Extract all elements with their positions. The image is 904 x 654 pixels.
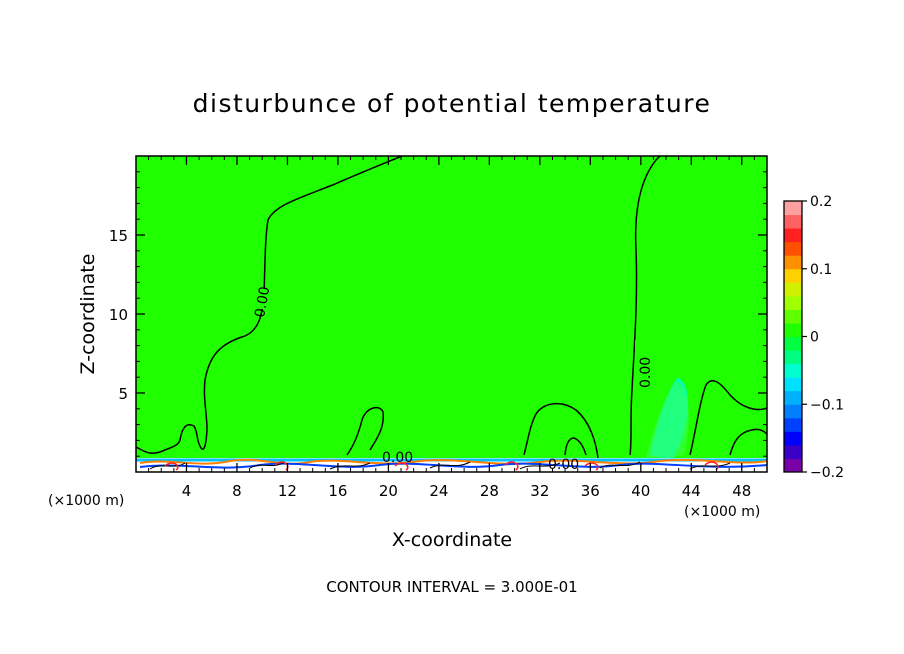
colorbar-swatch: [784, 255, 802, 270]
colorbar-swatch: [784, 322, 802, 337]
x-unit-right: (×1000 m): [684, 504, 760, 520]
colorbar: 0.2 0.1 0 −0.1 −0.2: [783, 194, 844, 481]
colorbar-swatch: [784, 295, 802, 310]
x-tick-label: 16: [328, 482, 347, 500]
chart-title: disturbunce of potential temperature: [193, 89, 712, 118]
colorbar-swatch: [784, 417, 802, 432]
colorbar-tick-label: 0.1: [810, 262, 832, 278]
x-tick-label: 44: [682, 482, 701, 500]
contour-label-bottom-1: 0.00: [382, 450, 413, 466]
colorbar-swatch: [784, 214, 802, 229]
colorbar-swatch: [784, 228, 802, 243]
colorbar-tick-label: 0: [810, 330, 819, 346]
x-axis-label: X-coordinate: [392, 529, 512, 551]
x-tick-label: 48: [732, 482, 751, 500]
colorbar-swatch: [784, 309, 802, 324]
contour-label-background: [635, 340, 655, 384]
colorbar-swatch: [784, 363, 802, 378]
plot-area: [136, 156, 767, 472]
contour-label-background: [238, 285, 278, 311]
colorbar-tick-label: −0.2: [810, 465, 844, 481]
negative-anomaly-halo: [645, 382, 689, 462]
y-axis-label: Z-coordinate: [77, 254, 99, 375]
colorbar-swatch: [784, 282, 802, 297]
y-tick-label: 5: [118, 385, 128, 403]
x-tick-label: 36: [581, 482, 600, 500]
colorbar-swatch: [784, 404, 802, 419]
x-tick-label: 32: [530, 482, 549, 500]
contour-label-bottom-2: 0.00: [548, 457, 579, 473]
colorbar-swatch: [784, 390, 802, 405]
colorbar-swatch: [784, 268, 802, 283]
colorbar-swatch: [784, 201, 802, 216]
colorbar-tick-label: −0.1: [810, 397, 844, 413]
x-tick-label: 24: [429, 482, 448, 500]
y-tick-label: 10: [109, 306, 128, 324]
contour-label-left: 0.00: [252, 285, 273, 318]
x-unit-left: (×1000 m): [48, 493, 124, 509]
surface-noise: [136, 458, 767, 471]
y-axis: 5 10 15: [109, 171, 767, 457]
zero-contours: [136, 156, 767, 459]
colorbar-swatch: [784, 458, 802, 473]
x-tick-label: 8: [232, 482, 242, 500]
x-axis: 4 8 12 16 20 24 28 32 36 40 44 48: [148, 156, 755, 500]
x-tick-label: 4: [182, 482, 192, 500]
contour-label-right: 0.00: [638, 357, 654, 388]
contour-interval-footer: CONTOUR INTERVAL = 3.000E-01: [326, 578, 577, 596]
colorbar-swatch: [784, 350, 802, 365]
colorbar-swatch: [784, 336, 802, 351]
colorbar-swatch: [784, 377, 802, 392]
colorbar-swatch: [784, 241, 802, 256]
x-tick-label: 28: [480, 482, 499, 500]
x-tick-label: 20: [379, 482, 398, 500]
colorbar-swatch: [784, 431, 802, 446]
colorbar-tick-label: 0.2: [810, 194, 832, 210]
y-tick-label: 15: [109, 227, 128, 245]
x-tick-label: 40: [631, 482, 650, 500]
x-tick-label: 12: [278, 482, 297, 500]
colorbar-swatch: [784, 444, 802, 459]
